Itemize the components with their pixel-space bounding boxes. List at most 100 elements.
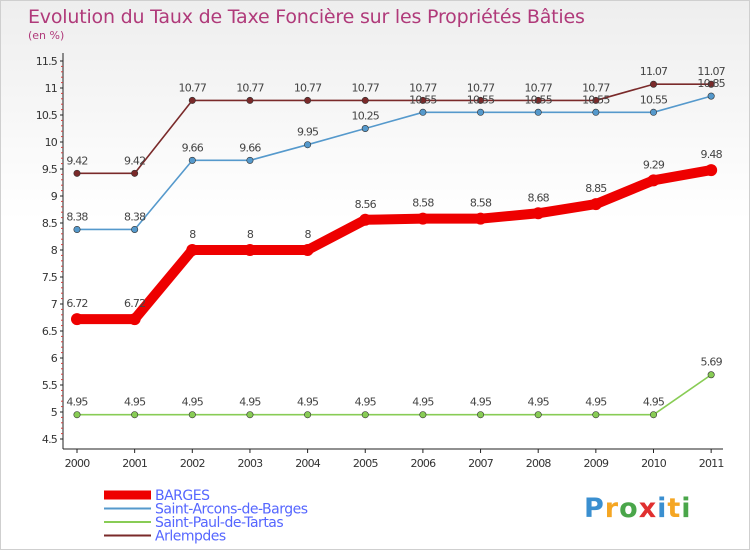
data-point bbox=[246, 156, 254, 164]
logo-letter: o bbox=[619, 493, 639, 524]
data-label: 10.77 bbox=[179, 81, 207, 94]
data-point bbox=[73, 169, 81, 177]
data-point bbox=[361, 125, 369, 133]
data-point bbox=[477, 108, 485, 116]
y-tick-label: 5.5 bbox=[42, 379, 58, 392]
x-tick-label: 2002 bbox=[180, 457, 205, 470]
data-point bbox=[592, 108, 600, 116]
y-tick-label: 8.5 bbox=[42, 217, 58, 230]
data-label: 4.95 bbox=[412, 396, 434, 409]
data-point bbox=[592, 96, 600, 104]
data-label: 4.95 bbox=[470, 396, 492, 409]
logo-letter: P bbox=[584, 493, 605, 524]
chart-subtitle: (en %) bbox=[28, 29, 65, 42]
data-point bbox=[649, 80, 657, 88]
data-point bbox=[246, 411, 254, 419]
data-point bbox=[534, 411, 542, 419]
data-label: 11.07 bbox=[697, 65, 725, 78]
x-tick-label: 2005 bbox=[353, 457, 379, 470]
data-point bbox=[649, 411, 657, 419]
y-tick-label: 6.5 bbox=[42, 325, 58, 338]
data-point bbox=[73, 225, 81, 233]
data-point bbox=[707, 80, 715, 88]
data-point bbox=[649, 108, 657, 116]
y-tick-label: 11.5 bbox=[36, 55, 58, 68]
data-label: 8.58 bbox=[412, 197, 434, 210]
legend-label: Arlempdes bbox=[155, 529, 226, 545]
x-tick-label: 2011 bbox=[699, 457, 724, 470]
data-label: 10.25 bbox=[352, 110, 380, 123]
data-label: 4.95 bbox=[66, 396, 88, 409]
data-label: 9.29 bbox=[643, 158, 665, 171]
y-tick-label: 7 bbox=[51, 298, 58, 311]
data-label: 8 bbox=[189, 228, 196, 241]
data-point bbox=[304, 411, 312, 419]
series-saint-paul-de-tartas bbox=[73, 371, 715, 419]
logo-letter: x bbox=[638, 493, 658, 524]
series-line-barges bbox=[72, 165, 717, 325]
data-label: 9.42 bbox=[66, 154, 87, 167]
data-point bbox=[419, 108, 427, 116]
data-label: 9.95 bbox=[297, 126, 319, 139]
series-line-saint-paul-de-tartas bbox=[76, 373, 712, 416]
x-tick-label: 2007 bbox=[468, 457, 494, 470]
y-tick-label: 10.5 bbox=[36, 109, 58, 122]
data-label: 6.72 bbox=[124, 297, 145, 310]
data-point bbox=[186, 244, 199, 256]
series-layer bbox=[71, 80, 718, 419]
data-point bbox=[534, 108, 542, 116]
legend-label: BARGES bbox=[155, 488, 210, 504]
logo-letter: r bbox=[604, 493, 620, 524]
x-tick-label: 2004 bbox=[295, 457, 321, 470]
data-label: 11.07 bbox=[640, 65, 668, 78]
data-point bbox=[592, 411, 600, 419]
data-label: 9.48 bbox=[701, 148, 723, 161]
data-point bbox=[416, 212, 429, 225]
data-label: 10.55 bbox=[582, 93, 610, 106]
x-tick-label: 2009 bbox=[583, 457, 609, 470]
data-point bbox=[243, 244, 256, 256]
data-point bbox=[532, 207, 545, 220]
data-label: 9.42 bbox=[124, 154, 145, 167]
data-label: 9.66 bbox=[182, 141, 204, 154]
y-tick-label: 10 bbox=[45, 136, 58, 149]
y-tick-label: 9 bbox=[51, 190, 58, 203]
data-label: 8.68 bbox=[528, 191, 550, 204]
data-label: 9.66 bbox=[239, 141, 261, 154]
legend-label: Saint-Paul-de-Tartas bbox=[155, 515, 283, 531]
logo-letter: t bbox=[667, 493, 682, 524]
data-point bbox=[131, 411, 139, 419]
data-label: 8.85 bbox=[585, 182, 607, 195]
data-point bbox=[188, 156, 196, 164]
y-tick-label: 5 bbox=[51, 406, 58, 419]
data-label: 8 bbox=[304, 228, 311, 241]
x-tick-label: 2010 bbox=[641, 457, 667, 470]
logo-letter: i bbox=[681, 493, 692, 524]
data-point bbox=[128, 313, 141, 326]
data-point bbox=[647, 174, 660, 187]
chart-title: Evolution du Taux de Taxe Foncière sur l… bbox=[28, 6, 585, 28]
data-point bbox=[477, 411, 485, 419]
data-point bbox=[359, 213, 372, 226]
data-label: 4.95 bbox=[528, 396, 550, 409]
data-point bbox=[705, 164, 718, 177]
data-point bbox=[477, 96, 485, 104]
data-point bbox=[419, 96, 427, 104]
x-tick-label: 2000 bbox=[65, 457, 91, 470]
data-label: 4.95 bbox=[585, 396, 607, 409]
data-label: 8.56 bbox=[355, 198, 377, 211]
data-point bbox=[131, 225, 139, 233]
axes: 4.5 5 5.5 6 6.5 7 7.5 8 8.5 9 9.5 10 10.5 11 11.5 2000 2… bbox=[36, 53, 724, 470]
data-label: 10.55 bbox=[409, 93, 437, 106]
data-point bbox=[304, 141, 312, 149]
data-label: 10.77 bbox=[352, 81, 380, 94]
data-point bbox=[73, 411, 81, 419]
data-point bbox=[707, 371, 715, 379]
y-tick-label: 7.5 bbox=[42, 271, 58, 284]
series-line-arlempdes bbox=[76, 83, 712, 175]
y-tick-label: 8 bbox=[51, 244, 58, 257]
data-point bbox=[589, 198, 602, 211]
